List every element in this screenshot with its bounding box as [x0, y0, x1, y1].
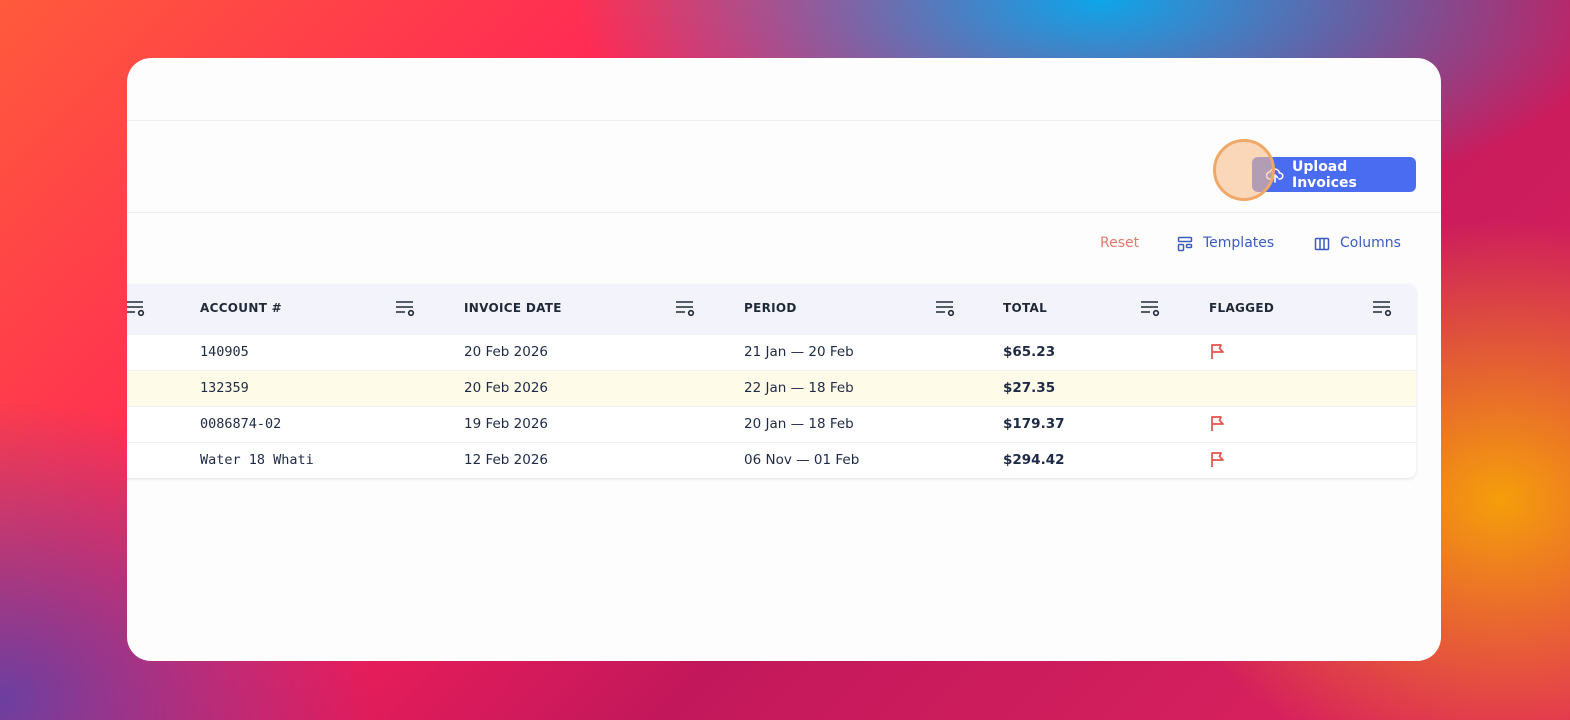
divider: [127, 120, 1441, 121]
card: Upload Invoices Reset Templates Columns …: [127, 58, 1441, 661]
period-cell: 21 Jan — 20 Feb: [744, 344, 854, 360]
date-cell: 12 Feb 2026: [464, 452, 549, 468]
table-row[interactable]: 132359 20 Feb 2026 22 Jan — 18 Feb $27.35: [127, 370, 1416, 406]
flag-icon: [1209, 415, 1227, 437]
column-header: INVOICE DATE: [464, 301, 562, 315]
total-cell: $27.35: [1003, 380, 1056, 396]
templates-link[interactable]: Templates: [1177, 235, 1275, 252]
table-row[interactable]: 0086874-02 19 Feb 2026 20 Jan — 18 Feb $179…: [127, 406, 1416, 442]
column-settings-icon[interactable]: [935, 300, 957, 322]
upload-button[interactable]: Upload Invoices: [1252, 157, 1416, 192]
column-settings-icon[interactable]: [1140, 300, 1162, 322]
account-cell: Water 18 Whati: [200, 452, 314, 468]
columns-link[interactable]: Columns: [1314, 235, 1401, 251]
date-cell: 20 Feb 2026: [464, 380, 549, 396]
divider: [127, 212, 1441, 213]
flag-icon: [1209, 451, 1227, 473]
table-row[interactable]: 140905 20 Feb 2026 21 Jan — 20 Feb $65.23: [127, 334, 1416, 370]
account-cell: 140905: [200, 344, 249, 360]
column-header: TOTAL: [1003, 301, 1048, 315]
templates-label: Templates: [1203, 235, 1275, 251]
column-settings-icon[interactable]: [675, 300, 697, 322]
date-cell: 20 Feb 2026: [464, 344, 549, 360]
total-cell: $179.37: [1003, 416, 1065, 432]
columns-icon: [1314, 237, 1330, 251]
flag-icon: [1209, 343, 1227, 365]
period-cell: 06 Nov — 01 Feb: [744, 452, 860, 468]
total-cell: $65.23: [1003, 344, 1056, 360]
column-settings-icon[interactable]: [395, 300, 417, 322]
columns-label: Columns: [1340, 235, 1401, 251]
column-settings-icon[interactable]: [1372, 300, 1394, 322]
total-cell: $294.42: [1003, 452, 1065, 468]
period-cell: 22 Jan — 18 Feb: [744, 380, 854, 396]
table-header: ACCOUNT # INVOICE DATE PERIOD TOTAL FLAGGED: [127, 284, 1416, 334]
account-cell: 0086874-02: [200, 416, 282, 432]
invoice-table: ACCOUNT # INVOICE DATE PERIOD TOTAL FLAGGED …: [127, 284, 1416, 478]
reset-link[interactable]: Reset: [1100, 235, 1140, 251]
table-row[interactable]: Water 18 Whati 12 Feb 2026 06 Nov — 01 Feb…: [127, 442, 1416, 478]
column-header: ACCOUNT #: [200, 301, 283, 315]
column-header: PERIOD: [744, 301, 797, 315]
column-settings-icon[interactable]: [127, 300, 147, 322]
account-cell: 132359: [200, 380, 249, 396]
period-cell: 20 Jan — 18 Feb: [744, 416, 854, 432]
column-header: FLAGGED: [1209, 301, 1275, 315]
cursor-highlight: [1213, 139, 1275, 201]
upload-label: Upload Invoices: [1292, 158, 1357, 191]
templates-icon: [1177, 236, 1193, 252]
date-cell: 19 Feb 2026: [464, 416, 549, 432]
